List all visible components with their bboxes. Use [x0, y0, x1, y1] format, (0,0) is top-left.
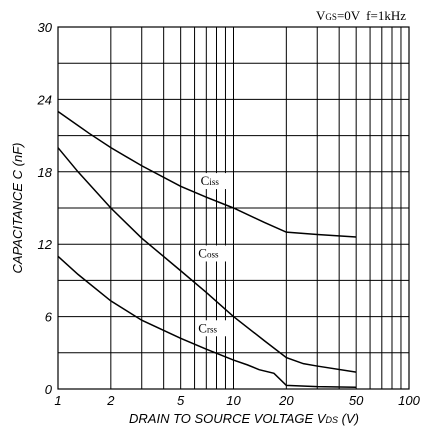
y-tick-label: 12 [38, 237, 53, 252]
y-tick-label: 30 [38, 20, 53, 35]
series-label-coss: Coss [198, 245, 219, 260]
y-tick-label: 6 [45, 310, 53, 325]
x-tick-label: 100 [398, 393, 420, 408]
x-tick-label: 2 [106, 393, 115, 408]
series-label-bg [196, 320, 227, 337]
x-tick-label: 10 [226, 393, 241, 408]
series-labels: Ciss Coss Crss [196, 173, 229, 337]
x-tick-label: 5 [177, 393, 185, 408]
series-label-bg [196, 245, 227, 262]
series-label-bg [198, 173, 229, 190]
series-label-ciss: Ciss [201, 173, 220, 188]
x-tick-label: 20 [278, 393, 294, 408]
x-axis-title: DRAIN TO SOURCE VOLTAGE VDS (V) [129, 411, 359, 426]
y-axis-title: CAPACITANCE C (nF) [10, 143, 25, 274]
series-line-crss [57, 255, 357, 388]
series-label-crss: Crss [198, 320, 217, 335]
plot-frame [57, 26, 410, 390]
series-group [57, 110, 357, 388]
grid [58, 27, 409, 389]
test-conditions: VGS=0V f=1kHz [316, 8, 406, 23]
x-tick-label: 1 [54, 393, 61, 408]
series-line-ciss [57, 110, 357, 238]
x-tick-label: 50 [349, 393, 364, 408]
y-tick-label: 0 [45, 382, 53, 397]
y-tick-label: 24 [37, 92, 52, 107]
series-line-coss [57, 147, 357, 373]
y-tick-label: 18 [38, 165, 53, 180]
